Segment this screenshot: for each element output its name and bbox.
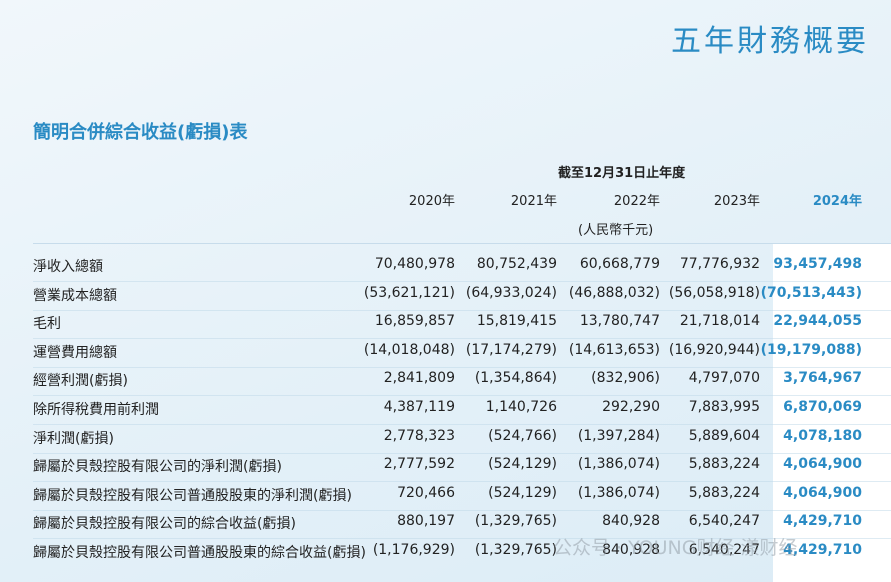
cell-value: (16,920,944): [668, 341, 760, 358]
cell-value: (14,613,653): [568, 341, 660, 358]
row-label: 運營費用總額: [33, 344, 117, 361]
cell-value: (56,058,918): [668, 284, 760, 301]
cell-value: (53,621,121): [363, 284, 455, 301]
cell-value: 22,944,055: [773, 313, 862, 330]
row-rule: [33, 481, 891, 483]
row-label: 歸屬於貝殼控股有限公司普通股股東的綜合收益(虧損): [33, 545, 366, 561]
section-title: 簡明合併綜合收益(虧損)表: [33, 122, 248, 143]
cell-value: (46,888,032): [568, 284, 660, 301]
row-label: 淨收入總額: [33, 259, 103, 275]
cell-value: 77,776,932: [679, 256, 760, 272]
cell-value: 6,540,247: [688, 513, 760, 530]
cell-value: (524,129): [488, 456, 557, 473]
row-label: 淨利潤(虧損): [33, 430, 114, 447]
cell-value: 21,718,014: [679, 313, 760, 330]
cell-value: 5,883,224: [688, 456, 760, 473]
row-rule: [33, 395, 891, 397]
cell-value: 4,429,710: [783, 513, 862, 530]
cell-value: 93,457,498: [773, 256, 862, 272]
cell-value: 5,883,224: [688, 484, 760, 501]
cell-value: 2,841,809: [383, 370, 455, 387]
row-rule: [33, 452, 891, 454]
highlight-column: [773, 243, 891, 582]
cell-value: (64,933,024): [465, 284, 557, 301]
cell-value: (524,129): [488, 484, 557, 501]
row-label: 毛利: [33, 316, 61, 333]
year-header: 2021年: [510, 194, 557, 209]
cell-value: 6,540,247: [688, 542, 760, 558]
cell-value: 3,764,967: [783, 370, 862, 387]
cell-value: 5,889,604: [688, 427, 760, 444]
cell-value: (19,179,088): [760, 341, 862, 358]
cell-value: 292,290: [602, 399, 660, 415]
watermark: 公众号 · YOUNG财经 漾财经: [553, 537, 798, 559]
cell-value: 2,777,592: [383, 456, 455, 473]
page-title: 五年財務概要: [671, 24, 869, 59]
cell-value: 2,778,323: [383, 427, 455, 444]
row-label: 營業成本總額: [33, 287, 117, 304]
cell-value: 4,064,900: [783, 456, 862, 473]
row-rule: [33, 424, 891, 425]
cell-value: 15,819,415: [476, 313, 557, 330]
year-header: 2023年: [713, 194, 760, 209]
cell-value: 840,928: [602, 542, 660, 558]
cell-value: (17,174,279): [465, 341, 557, 358]
row-label: 經營利潤(虧損): [33, 373, 128, 390]
cell-value: 7,883,995: [688, 399, 760, 415]
cell-value: 4,797,070: [688, 370, 760, 387]
cell-value: 16,859,857: [374, 313, 455, 330]
cell-value: 4,078,180: [783, 427, 862, 444]
row-label: 歸屬於貝殼控股有限公司普通股股東的淨利潤(虧損): [33, 487, 352, 504]
header-rule: [33, 243, 891, 244]
cell-value: (1,386,074): [577, 456, 660, 473]
year-header: 2022年: [613, 194, 660, 209]
cell-value: 80,752,439: [476, 256, 557, 272]
row-label: 歸屬於貝殼控股有限公司的綜合收益(虧損): [33, 516, 296, 533]
cell-value: (1,329,765): [474, 542, 557, 558]
cell-value: 880,197: [397, 513, 455, 530]
cell-value: (1,386,074): [577, 484, 660, 501]
cell-value: (1,397,284): [577, 427, 660, 444]
cell-value: (524,766): [488, 427, 557, 444]
row-label: 歸屬於貝殼控股有限公司的淨利潤(虧損): [33, 459, 282, 476]
cell-value: 13,780,747: [579, 313, 660, 330]
row-rule: [33, 281, 891, 282]
cell-value: (1,354,864): [474, 370, 557, 387]
cell-value: 1,140,726: [485, 399, 557, 415]
row-rule: [33, 309, 891, 311]
row-rule: [33, 509, 891, 511]
cell-value: (70,513,443): [760, 284, 862, 301]
cell-value: (1,176,929): [372, 542, 455, 558]
cell-value: 60,668,779: [579, 256, 660, 272]
cell-value: 840,928: [602, 513, 660, 530]
year-header: 2024年: [812, 194, 862, 209]
cell-value: 6,870,069: [783, 399, 862, 415]
cell-value: 4,429,710: [783, 542, 862, 558]
cell-value: 70,480,978: [374, 256, 455, 272]
period-header: 截至12月31日止年度: [558, 166, 686, 181]
cell-value: (1,329,765): [474, 513, 557, 530]
row-rule: [33, 338, 891, 340]
cell-value: 4,064,900: [783, 484, 862, 501]
cell-value: 4,387,119: [383, 399, 455, 415]
row-label: 除所得稅費用前利潤: [33, 402, 159, 418]
year-header: 2020年: [408, 194, 455, 209]
cell-value: (14,018,048): [363, 341, 455, 358]
unit-label: (人民幣千元): [578, 223, 654, 238]
cell-value: (832,906): [591, 370, 660, 387]
row-rule: [33, 366, 891, 368]
row-rule: [33, 538, 891, 540]
cell-value: 720,466: [397, 484, 455, 501]
